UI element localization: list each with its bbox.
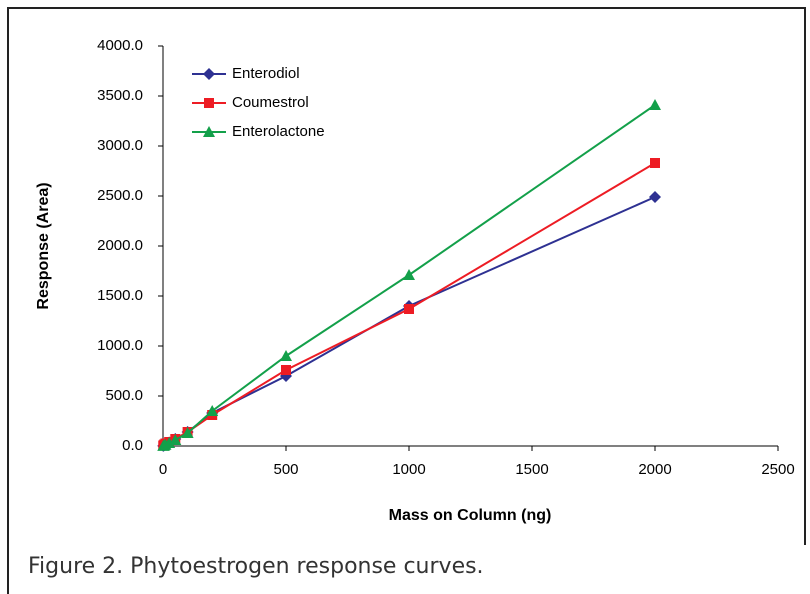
- y-tick-label: 500.0: [105, 387, 143, 404]
- y-tick-label: 1500.0: [97, 287, 143, 304]
- legend-label: Enterolactone: [232, 123, 325, 140]
- marker: [203, 68, 215, 80]
- y-tick-label: 2000.0: [97, 237, 143, 254]
- marker: [280, 350, 292, 361]
- x-tick-label: 0: [159, 461, 167, 478]
- y-tick-label: 3500.0: [97, 87, 143, 104]
- marker: [649, 99, 661, 110]
- marker: [281, 365, 291, 375]
- x-tick-label: 2500: [761, 461, 794, 478]
- marker: [649, 191, 661, 203]
- legend-label: Enterodiol: [232, 65, 300, 82]
- marker: [169, 434, 182, 445]
- y-tick-label: 0.0: [122, 437, 143, 454]
- y-axis-label: Response (Area): [35, 182, 52, 309]
- x-axis-label: Mass on Column (ng): [389, 507, 552, 524]
- legend-label: Coumestrol: [232, 94, 309, 111]
- x-tick-label: 2000: [638, 461, 671, 478]
- caption: Figure 2. Phytoestrogen response curves.: [28, 554, 484, 579]
- y-tick-label: 1000.0: [97, 337, 143, 354]
- marker: [404, 304, 414, 314]
- marker: [650, 158, 660, 168]
- marker: [206, 405, 219, 416]
- x-tick-label: 1500: [515, 461, 548, 478]
- x-tick-label: 1000: [392, 461, 425, 478]
- marker: [181, 427, 194, 438]
- frame: [7, 7, 806, 594]
- marker: [163, 437, 176, 448]
- marker: [203, 126, 215, 137]
- y-tick-label: 2500.0: [97, 187, 143, 204]
- y-tick-label: 3000.0: [97, 137, 143, 154]
- x-tick-label: 500: [273, 461, 298, 478]
- marker: [204, 98, 214, 108]
- series-line: [162, 196, 656, 447]
- marker: [403, 269, 415, 280]
- y-tick-label: 4000.0: [97, 37, 143, 54]
